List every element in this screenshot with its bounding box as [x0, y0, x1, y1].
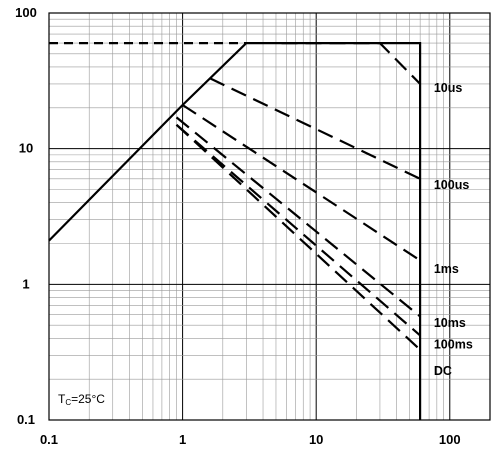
series-labels: 10us 100us 1ms 10ms 100ms DC [434, 81, 473, 378]
series-label: 1ms [434, 262, 459, 276]
series-line-10us [281, 41, 421, 85]
x-tick-label: 100 [439, 432, 461, 447]
series-label: DC [434, 364, 452, 378]
temperature-annotation: TC=25°C [58, 392, 105, 407]
y-tick-label: 0.1 [17, 412, 35, 427]
series-line-100us [209, 77, 421, 180]
plot-frame [48, 12, 491, 421]
series-line-10ms [175, 116, 421, 318]
series-label: 100us [434, 178, 469, 192]
series-label: 100ms [434, 338, 473, 352]
series-line-dc [48, 41, 422, 420]
chart-grid [48, 12, 491, 421]
x-tick-label: 10 [309, 432, 323, 447]
chart-lines [48, 41, 422, 420]
series-label: 10us [434, 81, 463, 95]
y-tick-label: 1 [22, 276, 29, 291]
series-line-100ms [175, 123, 421, 337]
plot-border [48, 12, 491, 421]
x-tick-label: 1 [179, 432, 186, 447]
x-tick-label: 0.1 [40, 432, 58, 447]
y-tick-label: 100 [15, 5, 37, 20]
series-label: 10ms [434, 316, 466, 330]
y-tick-label: 10 [19, 141, 33, 156]
series-line-1ms [181, 104, 421, 262]
series-line-dc-dashed [175, 123, 421, 351]
tick-labels: 0.1 1 10 100 100 10 1 0.1 [15, 5, 460, 447]
